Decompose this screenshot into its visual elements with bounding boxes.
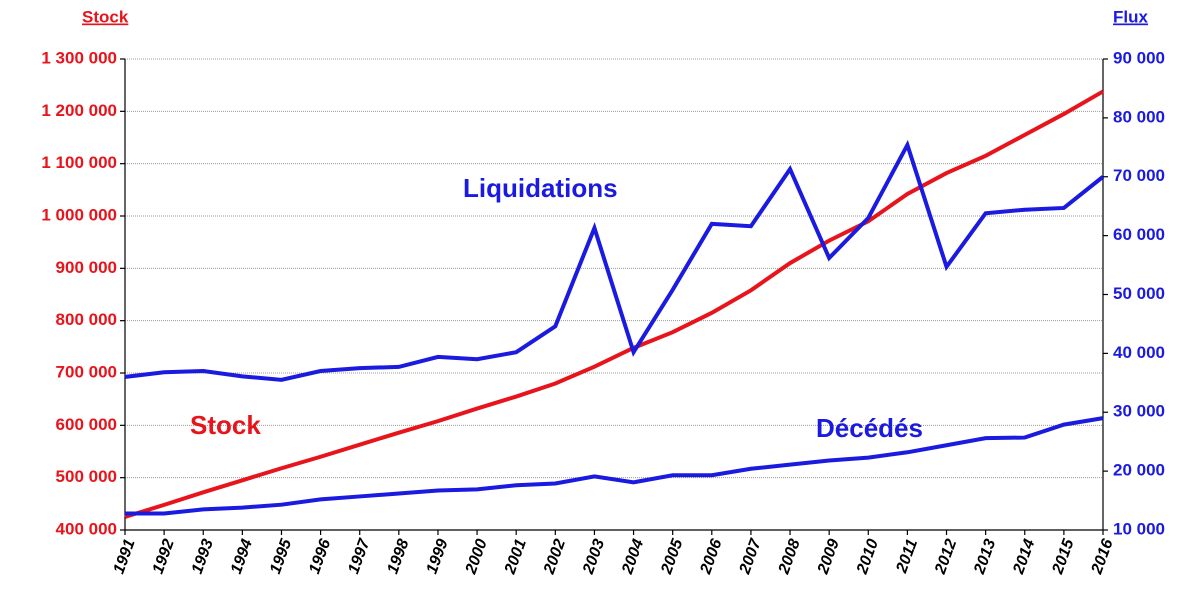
y2-tick-label: 80 000 — [1113, 107, 1165, 126]
y2-tick-label: 50 000 — [1113, 284, 1165, 303]
x-tick-label: 2012 — [932, 537, 961, 577]
x-tick-label: 1997 — [345, 536, 374, 576]
x-tick-label: 2014 — [1010, 537, 1039, 577]
x-tick-label: 2007 — [736, 536, 765, 577]
line-series — [125, 416, 1104, 516]
y-tick-label: 1 300 000 — [41, 48, 117, 67]
y-tick-label: 900 000 — [56, 258, 117, 277]
x-tick-label: 2006 — [697, 537, 726, 577]
x-tick-label: 2008 — [775, 537, 804, 577]
series-label: Décédés — [816, 413, 923, 443]
x-tick-label: 2016 — [1088, 537, 1117, 577]
x-tick-label: 2013 — [971, 537, 1000, 577]
x-tick-label: 2009 — [814, 537, 843, 577]
y-tick-label: 600 000 — [56, 415, 117, 434]
y-tick-label: 1 200 000 — [41, 101, 117, 120]
x-tick-label: 1993 — [189, 537, 217, 576]
line-series — [124, 139, 1105, 382]
x-tick-label: 1991 — [111, 537, 139, 576]
y2-tick-label: 70 000 — [1113, 166, 1165, 185]
x-tick-label: 2015 — [1049, 536, 1078, 577]
x-tick-label: 2002 — [541, 537, 570, 577]
x-tick-label: 2001 — [501, 537, 530, 577]
series-label: Liquidations — [463, 173, 618, 203]
y2-tick-label: 10 000 — [1113, 519, 1165, 538]
y-axis-title: Stock — [82, 7, 129, 26]
y2-tick-label: 60 000 — [1113, 225, 1165, 244]
x-tick-label: 1992 — [150, 537, 178, 576]
y-tick-label: 800 000 — [56, 310, 117, 329]
y2-tick-label: 90 000 — [1113, 48, 1165, 67]
x-tick-label: 2000 — [462, 537, 491, 577]
x-tick-label: 1995 — [267, 536, 296, 576]
y-tick-label: 1 100 000 — [41, 153, 117, 172]
x-tick-label: 1998 — [384, 537, 412, 576]
series-label: Stock — [190, 410, 261, 440]
x-tick-label: 1999 — [424, 537, 452, 576]
x-tick-label: 2004 — [619, 537, 648, 577]
x-tick-label: 1994 — [228, 537, 256, 576]
y2-tick-label: 30 000 — [1113, 402, 1165, 421]
x-tick-label: 2011 — [893, 537, 921, 576]
x-tick-label: 2010 — [854, 537, 883, 577]
y-tick-label: 700 000 — [56, 362, 117, 381]
y-tick-label: 400 000 — [56, 519, 117, 538]
y2-tick-label: 40 000 — [1113, 343, 1165, 362]
y2-axis-title: Flux — [1113, 7, 1148, 26]
x-tick-label: 2003 — [580, 537, 609, 577]
y-tick-label: 1 000 000 — [41, 205, 117, 224]
x-tick-label: 1996 — [306, 537, 334, 576]
y-tick-label: 500 000 — [56, 467, 117, 486]
line-series — [124, 89, 1104, 519]
y2-tick-label: 20 000 — [1113, 461, 1165, 480]
x-tick-label: 2005 — [658, 536, 687, 577]
